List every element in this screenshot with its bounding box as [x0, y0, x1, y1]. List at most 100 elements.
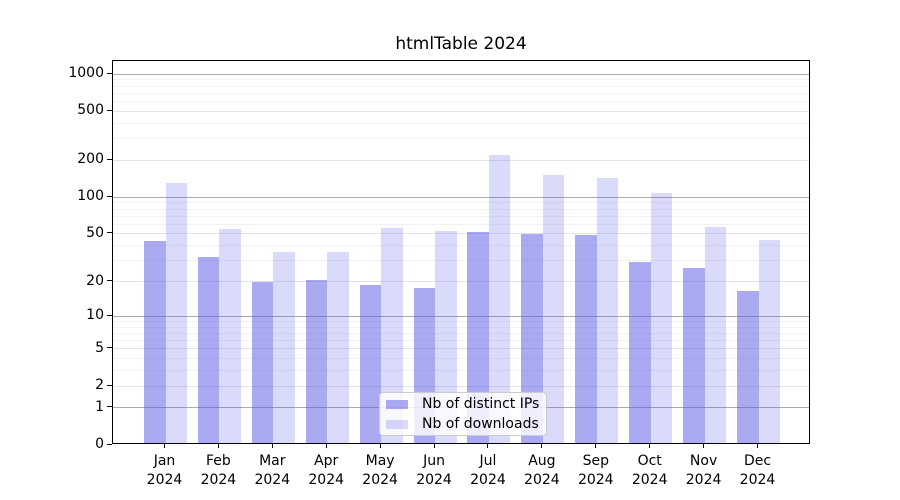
gridline-minor: [113, 92, 809, 94]
x-tick-label-sep: Sep 2024: [577, 453, 614, 488]
x-tick-mark: [164, 444, 165, 448]
gridline-minor: [113, 79, 809, 81]
y-tick-label: 1000: [68, 65, 104, 82]
x-tick-mark: [379, 444, 381, 448]
legend-item-distinct-ips: Nb of distinct IPs: [386, 395, 540, 413]
bar-nb-of-distinct-ips-oct: [629, 262, 651, 443]
gridline-mid: [113, 281, 809, 283]
bar-nb-of-downloads-feb: [219, 228, 241, 443]
bar-nb-of-distinct-ips-sep: [575, 235, 597, 443]
y-tick-mark: [107, 443, 112, 445]
y-tick-label: 50: [86, 224, 104, 241]
gridline-minor: [113, 101, 809, 103]
x-tick-mark: [757, 444, 758, 448]
y-tick-mark: [107, 158, 112, 160]
x-tick-mark: [595, 444, 597, 448]
x-tick-label-mar: Mar 2024: [254, 453, 291, 488]
x-tick-label-apr: Apr 2024: [308, 453, 345, 488]
x-tick-mark: [325, 444, 327, 448]
bar-nb-of-downloads-mar: [273, 252, 295, 443]
grid-layer: [113, 61, 809, 443]
bar-nb-of-downloads-aug: [542, 174, 565, 443]
y-tick-mark: [107, 280, 112, 282]
legend: Nb of distinct IPs Nb of downloads: [379, 392, 547, 436]
x-tick-label-dec: Dec 2024: [739, 453, 776, 488]
gridline-major: [113, 73, 809, 75]
y-tick-mark: [107, 384, 112, 386]
y-tick-label: 5: [95, 339, 104, 356]
x-tick-mark: [217, 444, 219, 448]
gridline-mid: [113, 348, 809, 350]
legend-swatch-distinct-ips-icon: [386, 399, 408, 409]
y-tick-label: 10: [86, 307, 104, 324]
y-tick-mark: [107, 406, 112, 408]
x-tick-mark: [271, 444, 273, 448]
gridline-minor: [113, 340, 809, 342]
bar-nb-of-downloads-apr: [327, 252, 349, 443]
bar-nb-of-distinct-ips-mar: [251, 282, 274, 443]
x-tick-label-jan: Jan 2024: [146, 453, 183, 488]
x-tick-label-jun: Jun 2024: [416, 453, 452, 488]
bar-nb-of-downloads-may: [381, 227, 403, 443]
gridline-minor: [113, 202, 809, 204]
bar-nb-of-distinct-ips-jan: [144, 241, 166, 443]
x-tick-label-feb: Feb 2024: [200, 453, 237, 488]
gridline-mid: [113, 385, 809, 387]
y-tick-mark: [107, 72, 112, 74]
gridline-minor: [113, 326, 809, 328]
gridline-minor: [113, 245, 809, 247]
legend-label-downloads: Nb of downloads: [422, 416, 539, 432]
y-tick-label: 20: [86, 272, 104, 289]
y-tick-label: 2: [95, 377, 104, 394]
bar-nb-of-distinct-ips-dec: [737, 290, 759, 443]
x-tick-label-aug: Aug 2024: [524, 453, 560, 488]
gridline-minor: [113, 260, 809, 262]
bar-nb-of-downloads-jan: [165, 183, 187, 443]
y-tick-mark: [107, 109, 112, 111]
y-tick-label: 1: [95, 398, 104, 415]
y-tick-mark: [107, 232, 112, 234]
x-tick-label-nov: Nov 2024: [685, 453, 722, 488]
x-tick-mark: [703, 444, 705, 448]
y-tick-label: 500: [77, 102, 104, 119]
x-tick-mark: [433, 444, 435, 448]
bar-nb-of-downloads-jun: [435, 230, 457, 443]
bar-nb-of-distinct-ips-may: [359, 284, 382, 443]
gridline-major: [113, 315, 809, 317]
gridline-minor: [113, 332, 809, 334]
plot-area: [112, 60, 810, 444]
bar-nb-of-downloads-nov: [704, 226, 727, 443]
y-tick-label: 100: [77, 188, 104, 205]
x-tick-label-may: May 2024: [362, 453, 398, 488]
gridline-mid: [113, 159, 809, 161]
legend-item-downloads: Nb of downloads: [386, 415, 540, 433]
gridline-minor: [113, 358, 809, 360]
bar-nb-of-distinct-ips-aug: [521, 234, 543, 443]
gridline-minor: [113, 85, 809, 87]
legend-label-distinct-ips: Nb of distinct IPs: [422, 396, 540, 412]
bar-nb-of-distinct-ips-nov: [683, 268, 705, 443]
bar-nb-of-distinct-ips-jul: [467, 232, 489, 443]
y-tick-mark: [107, 195, 112, 197]
gridline-minor: [113, 215, 809, 217]
bar-nb-of-downloads-sep: [596, 177, 619, 443]
x-tick-mark: [487, 444, 489, 448]
gridline-minor: [113, 122, 809, 124]
gridline-minor: [113, 208, 809, 210]
x-tick-label-oct: Oct 2024: [631, 453, 668, 488]
chart-title: htmlTable 2024: [395, 34, 527, 54]
bar-nb-of-distinct-ips-feb: [197, 257, 220, 443]
y-tick-mark: [107, 347, 112, 349]
bars-layer: [113, 61, 809, 443]
y-tick-mark: [107, 314, 112, 316]
legend-swatch-downloads-icon: [386, 419, 408, 429]
gridline-mid: [113, 110, 809, 112]
y-tick-label: 200: [77, 151, 104, 168]
y-tick-label: 0: [95, 436, 104, 452]
x-tick-mark: [649, 444, 651, 448]
bar-nb-of-downloads-dec: [758, 239, 780, 443]
gridline-minor: [113, 320, 809, 322]
gridline-major: [113, 196, 809, 198]
bar-nb-of-downloads-jul: [488, 155, 511, 443]
